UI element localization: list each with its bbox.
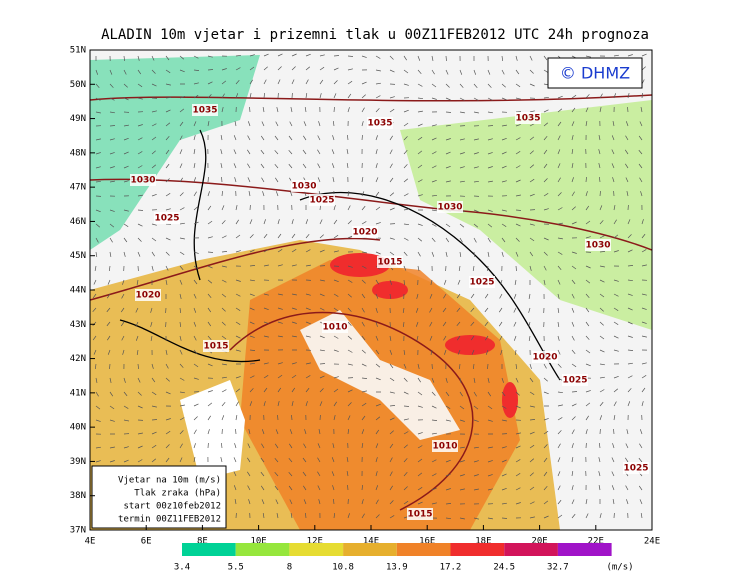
isobar-label-bg bbox=[309, 194, 335, 206]
lon-label: 14E bbox=[363, 537, 379, 547]
colorbar-label: 13.9 bbox=[386, 563, 408, 573]
lon-label: 8E bbox=[197, 537, 208, 547]
isobar-label: 1035 bbox=[515, 114, 540, 124]
lat-label: 43N bbox=[70, 320, 86, 330]
isobar-label-bg bbox=[585, 239, 611, 251]
lat-label: 42N bbox=[70, 354, 86, 364]
colorbar-swatch bbox=[182, 543, 236, 556]
lat-label: 51N bbox=[70, 46, 86, 56]
lat-label: 39N bbox=[70, 457, 86, 467]
lon-label: 4E bbox=[85, 537, 96, 547]
isobar-label: 1015 bbox=[203, 342, 228, 352]
isobar-label: 1025 bbox=[154, 214, 179, 224]
map-area bbox=[90, 50, 652, 530]
isobar-label-bg bbox=[562, 374, 588, 386]
lat-label: 44N bbox=[70, 286, 86, 296]
lat-label: 45N bbox=[70, 251, 86, 261]
lon-label: 16E bbox=[419, 537, 435, 547]
lat-label: 50N bbox=[70, 80, 86, 90]
isobar-label: 1030 bbox=[291, 182, 316, 192]
colorbar-label: 17.2 bbox=[440, 563, 462, 573]
info-line: start 00z10feb2012 bbox=[123, 502, 221, 512]
isobar-label: 1035 bbox=[192, 106, 217, 116]
title: ALADIN 10m vjetar i prizemni tlak u 00Z1… bbox=[101, 27, 649, 43]
lon-label: 10E bbox=[250, 537, 266, 547]
isobar-label-bg bbox=[135, 289, 161, 301]
isobar-label: 1030 bbox=[130, 176, 155, 186]
isobar-label-bg bbox=[515, 112, 541, 124]
lat-label: 49N bbox=[70, 114, 86, 124]
info-line: termin 00Z11FEB2012 bbox=[118, 515, 221, 525]
isobar-label: 1030 bbox=[437, 203, 462, 213]
isobar-label: 1020 bbox=[532, 353, 557, 363]
isobar-label: 1020 bbox=[352, 228, 377, 238]
colorbar-swatch bbox=[343, 543, 397, 556]
isobar-label-bg bbox=[352, 226, 378, 238]
lat-label: 46N bbox=[70, 217, 86, 227]
lon-label: 22E bbox=[588, 537, 604, 547]
isobar-label: 1020 bbox=[135, 291, 160, 301]
colorbar-label: 3.4 bbox=[174, 563, 190, 573]
colorbar-label: 8 bbox=[287, 563, 292, 573]
lon-label: 6E bbox=[141, 537, 152, 547]
copyright-box bbox=[547, 57, 643, 89]
lon-label: 20E bbox=[531, 537, 547, 547]
lon-label: 12E bbox=[307, 537, 323, 547]
isobar-label: 1015 bbox=[407, 510, 432, 520]
copyright: © DHMZ bbox=[560, 64, 630, 83]
isobar-label-bg bbox=[437, 201, 463, 213]
isobar-label: 1015 bbox=[377, 258, 402, 268]
lat-label: 38N bbox=[70, 491, 86, 501]
colorbar-swatch bbox=[557, 543, 612, 556]
lat-label: 40N bbox=[70, 423, 86, 433]
isobar-label: 1035 bbox=[367, 119, 392, 129]
lat-label: 41N bbox=[70, 388, 86, 398]
isobar-label-bg bbox=[203, 340, 229, 352]
isobar-label-bg bbox=[623, 462, 649, 474]
isobar-label-bg bbox=[130, 174, 156, 186]
isobar-label-bg bbox=[367, 117, 393, 129]
colorbar-label: 10.8 bbox=[332, 563, 354, 573]
colorbar-swatch bbox=[396, 543, 451, 556]
lat-label: 37N bbox=[70, 526, 86, 536]
lat-label: 48N bbox=[70, 148, 86, 158]
info-box bbox=[91, 465, 227, 529]
colorbar-label: 24.5 bbox=[493, 563, 515, 573]
lon-label: 24E bbox=[644, 537, 660, 547]
isobar-label-bg bbox=[532, 351, 558, 363]
isobar-label: 1025 bbox=[623, 464, 648, 474]
isobar-label: 1010 bbox=[432, 442, 457, 452]
colorbar-swatch bbox=[450, 543, 505, 556]
isobar-label-bg bbox=[469, 276, 495, 288]
colorbar-unit: (m/s) bbox=[606, 563, 633, 573]
isobar-label: 1010 bbox=[322, 323, 347, 333]
isobar-label-bg bbox=[432, 440, 458, 452]
isobar-label-bg bbox=[322, 321, 348, 333]
lon-label: 18E bbox=[475, 537, 491, 547]
isobar-label-bg bbox=[377, 256, 403, 268]
info-line: Tlak zraka (hPa) bbox=[134, 489, 221, 499]
colorbar-swatch bbox=[235, 543, 290, 556]
lat-label: 47N bbox=[70, 183, 86, 193]
isobar-label-bg bbox=[154, 212, 180, 224]
isobar-label-bg bbox=[192, 104, 218, 116]
isobar-label: 1025 bbox=[309, 196, 334, 206]
isobar-label: 1025 bbox=[562, 376, 587, 386]
colorbar-swatch bbox=[504, 543, 558, 556]
colorbar-label: 5.5 bbox=[228, 563, 244, 573]
colorbar-label: 32.7 bbox=[547, 563, 569, 573]
isobar-label: 1030 bbox=[585, 241, 610, 251]
info-line: Vjetar na 10m (m/s) bbox=[118, 476, 221, 486]
isobar-label-bg bbox=[291, 180, 317, 192]
isobar-label: 1025 bbox=[469, 278, 494, 288]
colorbar-swatch bbox=[289, 543, 344, 556]
isobar-label-bg bbox=[407, 508, 433, 520]
